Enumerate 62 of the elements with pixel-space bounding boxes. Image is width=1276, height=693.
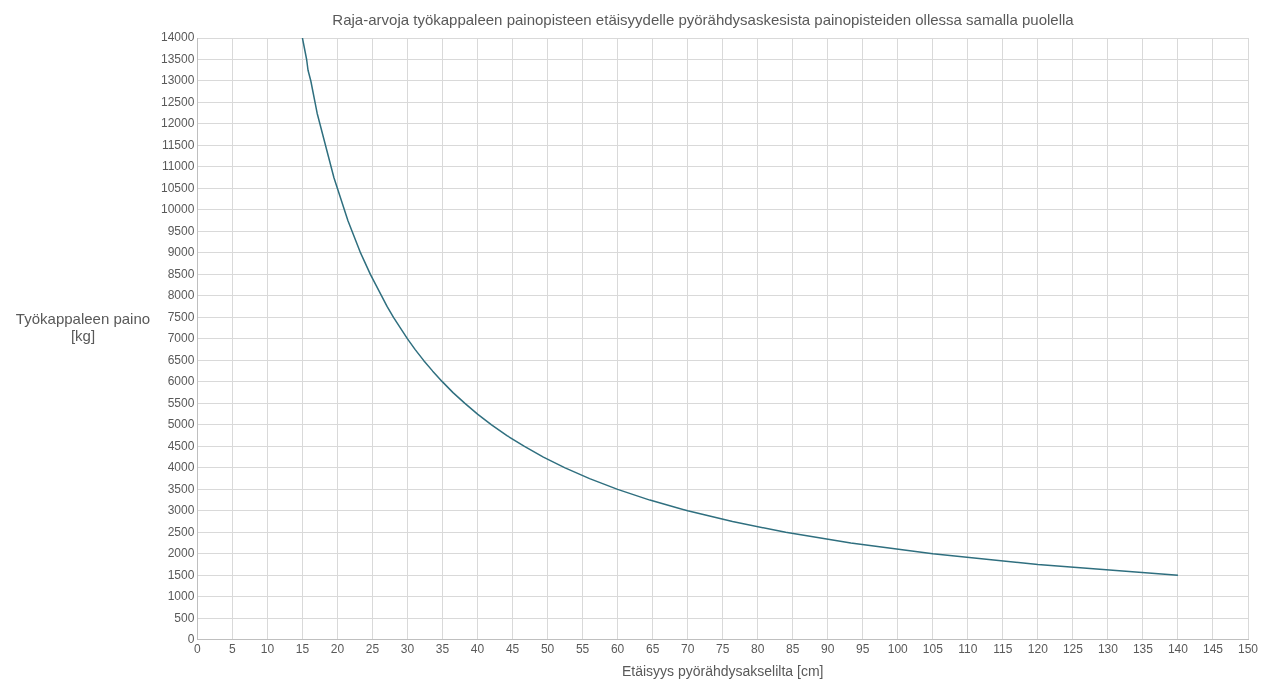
y-tick-label: 8500: [167, 266, 195, 281]
x-tick-label: 115: [993, 642, 1013, 657]
x-tick-label: 5: [229, 642, 237, 657]
x-tick-label: 45: [505, 642, 520, 657]
y-tick-label: 11500: [161, 137, 195, 152]
y-tick-label: 6500: [167, 352, 195, 367]
y-tick-label: 12000: [160, 116, 195, 131]
x-axis-title: Etäisyys pyörähdysakselilta [cm]: [621, 663, 824, 680]
x-tick-label: 145: [1202, 642, 1224, 657]
x-tick-label: 125: [1062, 642, 1084, 657]
x-tick-label: 10: [260, 642, 275, 657]
y-tick-label: 7000: [167, 331, 195, 346]
y-tick-label: 5000: [167, 417, 195, 432]
x-tick-label: 120: [1027, 642, 1049, 657]
y-tick-label: 3500: [167, 481, 195, 496]
y-tick-label: 12500: [160, 94, 195, 109]
y-tick-label: 13500: [160, 51, 195, 66]
y-tick-label: 10500: [160, 180, 195, 195]
y-tick-label: 4500: [167, 438, 195, 453]
y-tick-label: 14000: [160, 30, 195, 45]
x-tick-label: 105: [922, 642, 944, 657]
y-tick-label: 2500: [167, 524, 195, 539]
y-tick-label: 9500: [167, 223, 195, 238]
y-tick-label: 1500: [167, 567, 195, 582]
x-tick-label: 75: [716, 642, 730, 657]
y-tick-label: 11000: [161, 159, 195, 174]
x-tick-label: 70: [680, 642, 695, 657]
y-tick-label: 500: [174, 610, 195, 625]
x-tick-label: 150: [1237, 642, 1259, 657]
y-tick-label: 2000: [167, 546, 195, 561]
y-axis-title: Työkappaleen paino [kg]: [14, 309, 152, 346]
x-tick-label: 60: [610, 642, 625, 657]
y-tick-label: 8000: [167, 288, 195, 303]
y-tick-label: 3000: [167, 503, 195, 518]
x-tick-label: 50: [540, 642, 555, 657]
x-tick-label: 20: [330, 642, 345, 657]
y-tick-label: 1000: [167, 589, 195, 604]
y-tick-label: 7500: [167, 309, 195, 324]
x-tick-label: 100: [887, 642, 909, 657]
x-tick-label: 95: [856, 642, 870, 657]
x-tick-label: 90: [821, 642, 835, 657]
x-tick-label: 110: [958, 642, 978, 657]
x-tick-label: 135: [1132, 642, 1154, 657]
x-tick-label: 35: [435, 642, 450, 657]
x-tick-label: 40: [470, 642, 485, 657]
x-tick-label: 55: [575, 642, 590, 657]
y-tick-label: 4000: [167, 460, 195, 475]
x-tick-label: 65: [645, 642, 660, 657]
x-tick-label: 85: [786, 642, 800, 657]
x-tick-label: 140: [1167, 642, 1189, 657]
y-tick-label: 10000: [160, 202, 195, 217]
chart-title: Raja-arvoja työkappaleen painopisteen etäisyydelle pyörähdysaskesista painopisteiden ollessa samalla puolella: [332, 11, 1075, 29]
x-tick-label: 30: [400, 642, 415, 657]
x-tick-label: 15: [295, 642, 310, 657]
y-tick-label: 5500: [167, 395, 195, 410]
x-tick-label: 25: [365, 642, 380, 657]
y-tick-label: 0: [187, 632, 195, 647]
y-tick-label: 13000: [160, 73, 195, 88]
x-tick-label: 130: [1097, 642, 1119, 657]
x-tick-label: 80: [751, 642, 765, 657]
y-tick-label: 6000: [167, 374, 195, 389]
y-tick-label: 9000: [167, 245, 195, 260]
